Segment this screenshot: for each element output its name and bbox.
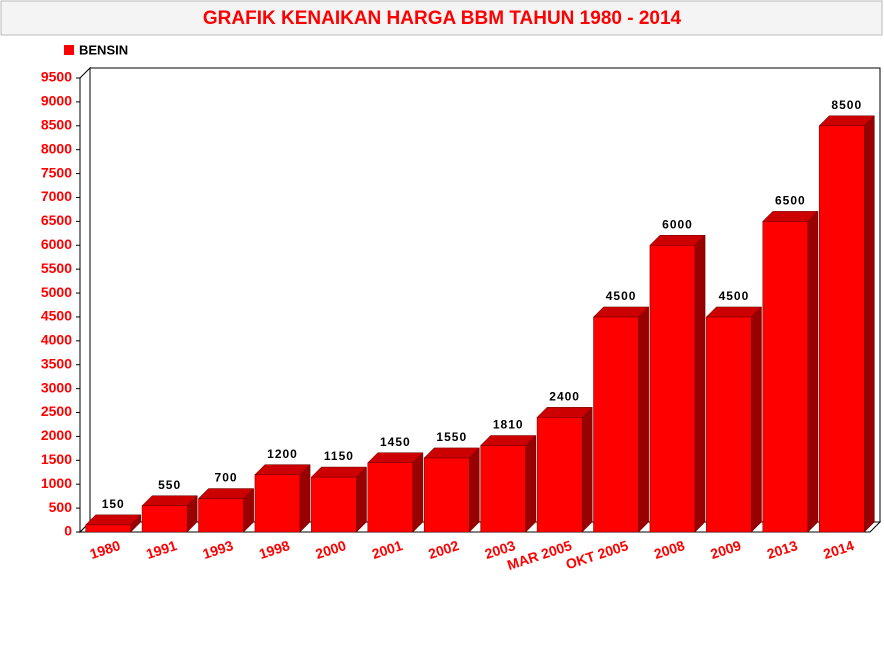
bar bbox=[480, 434, 537, 533]
value-label: 4500 bbox=[606, 289, 637, 303]
value-label: 1550 bbox=[436, 430, 467, 444]
value-label: 6000 bbox=[662, 217, 693, 231]
value-label: 150 bbox=[102, 497, 125, 511]
bar-front bbox=[141, 505, 188, 533]
y-tick-label: 9500 bbox=[41, 69, 72, 85]
bar-side bbox=[525, 434, 537, 533]
chart-title: GRAFIK KENAIKAN HARGA BBM TAHUN 1980 - 2… bbox=[203, 8, 682, 29]
x-tick-label: 2008 bbox=[652, 537, 687, 562]
bar bbox=[705, 306, 763, 533]
y-tick-label: 6500 bbox=[41, 212, 72, 228]
bar bbox=[818, 115, 875, 533]
x-tick-label: 1991 bbox=[144, 537, 179, 562]
y-tick-label: 0 bbox=[64, 523, 72, 539]
value-label: 1450 bbox=[380, 435, 411, 449]
bar-side bbox=[299, 464, 311, 533]
bar-front bbox=[198, 498, 244, 533]
bar-front bbox=[818, 125, 865, 533]
x-tick-label: OKT 2005 bbox=[564, 537, 631, 572]
bar-front bbox=[480, 445, 527, 533]
legend-label: BENSIN bbox=[79, 42, 128, 57]
bar-side bbox=[186, 495, 198, 533]
bar-front bbox=[536, 417, 583, 533]
value-label: 1200 bbox=[267, 447, 298, 461]
y-tick-label: 5000 bbox=[41, 284, 72, 300]
bar-side bbox=[469, 447, 480, 533]
y-tick-label: 2500 bbox=[41, 403, 72, 419]
bar bbox=[85, 514, 142, 533]
y-tick-label: 1500 bbox=[41, 451, 72, 467]
x-tick-label: 2009 bbox=[708, 537, 743, 562]
y-tick-label: 3000 bbox=[41, 379, 72, 395]
bar-side bbox=[130, 514, 142, 533]
value-label: 2400 bbox=[549, 389, 580, 403]
bar-front bbox=[649, 245, 696, 533]
x-tick-label: 1993 bbox=[201, 537, 236, 562]
bar bbox=[592, 306, 650, 533]
bar-front bbox=[423, 457, 470, 533]
value-label: 1150 bbox=[324, 449, 354, 463]
value-label: 700 bbox=[215, 471, 238, 485]
y-tick-label: 8500 bbox=[41, 116, 72, 132]
bar-side bbox=[638, 306, 649, 533]
bar-side bbox=[694, 234, 706, 533]
y-tick-label: 4000 bbox=[41, 332, 72, 348]
x-tick-label: 1980 bbox=[88, 537, 123, 562]
x-tick-label: 2001 bbox=[370, 537, 405, 562]
bar-side bbox=[356, 466, 367, 533]
side-wall bbox=[79, 66, 91, 534]
bar-side bbox=[807, 210, 819, 533]
bar-front bbox=[706, 316, 752, 533]
x-tick-label: 2002 bbox=[426, 537, 461, 562]
y-tick-label: 2000 bbox=[41, 427, 72, 443]
y-tick-label: 8000 bbox=[41, 140, 72, 156]
bar bbox=[423, 447, 480, 533]
y-tick-label: 9000 bbox=[41, 93, 72, 109]
bar-side bbox=[412, 452, 424, 533]
value-label: 4500 bbox=[719, 289, 750, 303]
bar-side bbox=[243, 487, 254, 533]
bar-front bbox=[762, 221, 809, 533]
y-tick-label: 1000 bbox=[41, 475, 72, 491]
bar bbox=[762, 210, 819, 533]
bar-front bbox=[367, 462, 414, 533]
y-tick-label: 3500 bbox=[41, 355, 72, 371]
bar-front bbox=[311, 476, 357, 533]
value-label: 6500 bbox=[775, 194, 806, 208]
value-label: 550 bbox=[158, 478, 181, 492]
value-label: 8500 bbox=[831, 98, 862, 112]
bar bbox=[367, 452, 424, 533]
bar-side bbox=[864, 115, 875, 533]
y-tick-label: 6000 bbox=[41, 236, 72, 252]
bar-side bbox=[751, 306, 762, 533]
x-tick-label: MAR 2005 bbox=[505, 537, 574, 573]
legend-swatch bbox=[64, 45, 74, 55]
x-tick-label: 1998 bbox=[257, 537, 292, 562]
bar bbox=[197, 487, 255, 533]
value-label: 1810 bbox=[493, 418, 524, 432]
y-tick-label: 5500 bbox=[41, 260, 72, 276]
bar bbox=[536, 406, 593, 533]
x-tick-label: 2013 bbox=[765, 537, 800, 562]
bar bbox=[649, 234, 706, 533]
y-tick-label: 7500 bbox=[41, 164, 72, 180]
bar bbox=[254, 464, 311, 533]
bar-front bbox=[593, 316, 639, 533]
y-tick-label: 500 bbox=[49, 499, 73, 515]
bar bbox=[141, 495, 198, 533]
bar-side bbox=[581, 406, 593, 533]
y-tick-label: 4500 bbox=[41, 308, 72, 324]
bar-front bbox=[254, 474, 301, 533]
x-tick-label: 2000 bbox=[313, 537, 348, 562]
x-tick-label: 2014 bbox=[821, 537, 856, 562]
y-tick-label: 7000 bbox=[41, 188, 72, 204]
bar-front bbox=[85, 524, 132, 533]
title-bar bbox=[0, 0, 883, 36]
bar bbox=[310, 466, 368, 533]
